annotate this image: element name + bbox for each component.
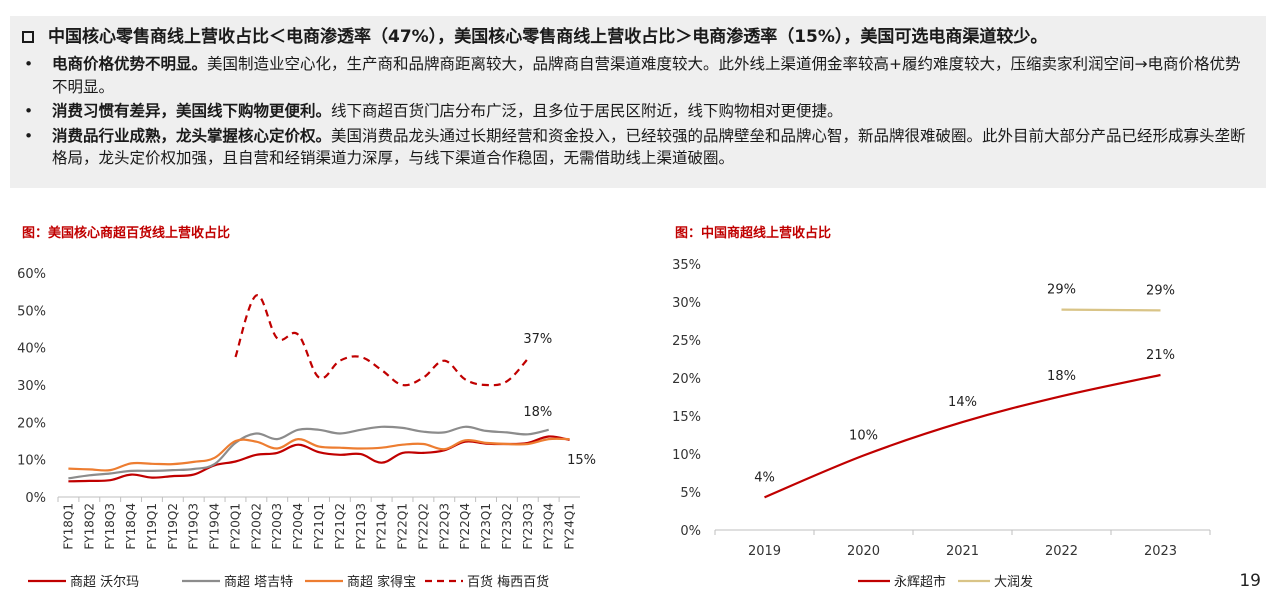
data-label: 29% — [1146, 283, 1175, 298]
data-label: 4% — [754, 470, 775, 485]
x-tick-label: FY23Q4 — [542, 503, 556, 550]
bullet-text: 线下商超百货门店分布广泛，且多位于居民区附近，线下购物相对更便捷。 — [331, 102, 843, 120]
x-tick-label: FY18Q3 — [103, 503, 117, 550]
series-line — [764, 373, 1161, 499]
y-tick-label: 15% — [672, 410, 701, 425]
y-tick-label: 20% — [672, 372, 701, 387]
y-tick-label: 25% — [672, 334, 701, 349]
legend-label: 商超 沃尔玛 — [70, 575, 139, 590]
x-tick-label: FY22Q2 — [416, 503, 430, 550]
x-tick-label: FY18Q2 — [82, 503, 96, 550]
page-number: 19 — [1239, 571, 1261, 591]
x-tick-label: FY21Q1 — [312, 503, 326, 550]
x-tick-label: 2021 — [946, 544, 979, 559]
data-label: 29% — [1047, 283, 1076, 298]
data-label: 10% — [849, 429, 878, 444]
y-tick-label: 35% — [672, 258, 701, 273]
y-tick-label: 20% — [17, 416, 46, 431]
x-tick-label: FY20Q2 — [249, 503, 263, 550]
chart-title-us: 图：美国核心商超百货线上营收占比 — [22, 226, 231, 241]
y-tick-label: 10% — [672, 448, 701, 463]
x-tick-label: FY18Q1 — [61, 503, 75, 550]
y-tick-label: 10% — [17, 454, 46, 469]
data-label: 37% — [523, 332, 552, 347]
y-tick-label: 0% — [680, 524, 701, 539]
y-tick-label: 40% — [17, 342, 46, 357]
chart-title-cn: 图：中国商超线上营收占比 — [675, 226, 832, 241]
x-tick-label: FY20Q4 — [291, 503, 305, 550]
x-tick-label: FY22Q4 — [458, 503, 472, 550]
y-tick-label: 50% — [17, 304, 46, 319]
bullet-text: 美国消费品龙头通过长期经营和资金投入，已经较强的品牌壁垒和品牌心智，新品牌很难破… — [52, 126, 1246, 168]
bullet-dot: • — [24, 126, 34, 145]
bullet-item: • 消费习惯有差异，美国线下购物更便利。线下商超百货门店分布广泛，且多位于居民区… — [22, 100, 1252, 123]
x-tick-label: FY23Q1 — [479, 503, 493, 550]
series-line — [68, 425, 549, 480]
y-tick-label: 30% — [672, 296, 701, 311]
series-line — [1061, 308, 1161, 312]
bullet-bold-text: 电商价格优势不明显。 — [52, 55, 208, 73]
x-tick-label: FY21Q4 — [375, 503, 389, 550]
x-tick-label: 2020 — [847, 544, 880, 559]
data-label: 15% — [567, 453, 596, 468]
bullet-list: • 电商价格优势不明显。美国制造业空心化，生产商和品牌商距离较大，品牌商自营渠道… — [22, 53, 1252, 172]
bullet-dot: • — [24, 55, 34, 73]
x-tick-label: FY20Q3 — [270, 503, 284, 550]
series-line — [234, 294, 529, 387]
legend-label: 大润发 — [994, 574, 1033, 590]
x-tick-label: FY21Q3 — [354, 503, 368, 550]
square-bullet-icon — [22, 31, 34, 43]
data-label: 21% — [1146, 348, 1175, 363]
bullet-item: • 消费品行业成熟，龙头掌握核心定价权。美国消费品龙头通过长期经营和资金投入，已… — [22, 125, 1252, 170]
x-tick-label: FY23Q3 — [521, 503, 535, 550]
bullet-bold-text: 消费品行业成熟，龙头掌握核心定价权。 — [52, 126, 332, 145]
headline-text: 中国核心零售商线上营收占比＜电商渗透率（47%），美国核心零售商线上营收占比＞电… — [48, 27, 1048, 47]
y-tick-label: 30% — [17, 379, 46, 394]
x-tick-label: FY22Q3 — [437, 503, 451, 550]
series-line — [68, 437, 570, 472]
x-tick-label: FY19Q2 — [166, 503, 180, 550]
bullet-bold-text: 消费习惯有差异，美国线下购物更便利。 — [52, 102, 332, 120]
x-tick-label: FY21Q2 — [333, 503, 347, 550]
bullet-item: • 电商价格优势不明显。美国制造业空心化，生产商和品牌商距离较大，品牌商自营渠道… — [22, 53, 1252, 98]
x-tick-label: FY18Q4 — [124, 503, 138, 550]
y-tick-label: 0% — [25, 491, 46, 506]
legend-label: 百货 梅西百货 — [467, 574, 549, 590]
bullet-text: 美国制造业空心化，生产商和品牌商距离较大，品牌商自营渠道难度较大。此外线上渠道佣… — [52, 55, 1241, 96]
x-tick-label: FY24Q1 — [563, 503, 577, 550]
x-tick-label: 2023 — [1144, 544, 1177, 559]
legend-label: 商超 塔吉特 — [224, 575, 293, 590]
x-tick-label: FY22Q1 — [396, 503, 410, 550]
data-label: 18% — [523, 405, 552, 420]
x-tick-label: 2022 — [1045, 544, 1078, 559]
x-tick-label: FY20Q1 — [228, 503, 242, 550]
bullet-dot: • — [24, 102, 34, 120]
x-tick-label: FY23Q2 — [500, 503, 514, 550]
x-tick-label: FY19Q3 — [187, 503, 201, 550]
x-tick-label: FY19Q1 — [145, 503, 159, 550]
data-label: 14% — [948, 395, 977, 410]
legend-label: 商超 家得宝 — [347, 574, 416, 590]
y-tick-label: 5% — [680, 486, 701, 501]
headline: 中国核心零售商线上营收占比＜电商渗透率（47%），美国核心零售商线上营收占比＞电… — [22, 26, 1252, 48]
summary-box — [10, 16, 1266, 188]
y-tick-label: 60% — [17, 267, 46, 282]
legend-label: 永辉超市 — [894, 574, 946, 590]
x-tick-label: FY19Q4 — [208, 503, 222, 550]
data-label: 18% — [1047, 369, 1076, 384]
x-tick-label: 2019 — [748, 544, 781, 559]
